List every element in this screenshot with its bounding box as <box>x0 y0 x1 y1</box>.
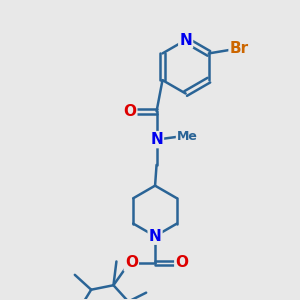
Text: O: O <box>175 255 188 270</box>
Text: Me: Me <box>176 130 197 143</box>
Text: N: N <box>179 32 192 47</box>
Text: Br: Br <box>230 41 249 56</box>
Text: N: N <box>149 229 161 244</box>
Text: N: N <box>150 132 163 147</box>
Text: O: O <box>123 104 136 119</box>
Text: O: O <box>125 255 138 270</box>
